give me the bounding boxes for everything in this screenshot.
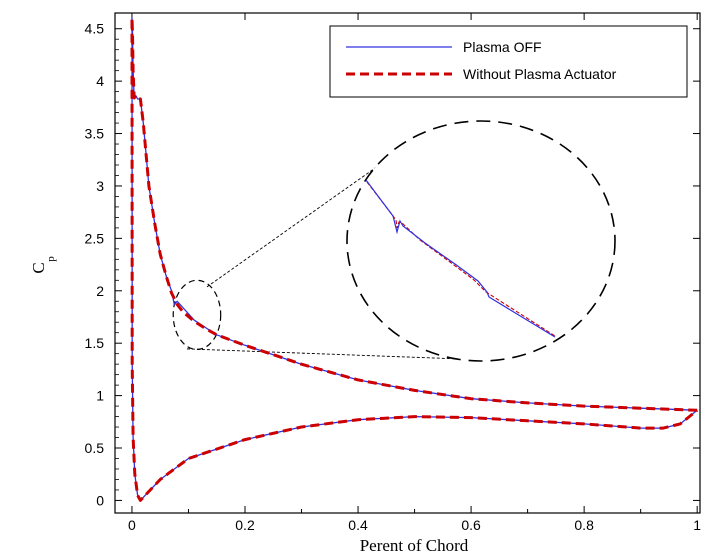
y-tick-label: 3.5 — [85, 126, 105, 142]
legend-label-0: Plasma OFF — [463, 39, 542, 55]
zoom-inset-line-solid — [365, 179, 556, 338]
zoom-connector-top — [206, 160, 386, 288]
y-tick-label: 1 — [96, 388, 104, 404]
y-axis-title-main: C — [29, 262, 48, 273]
x-tick-label: 0.4 — [348, 517, 368, 533]
zoom-connector-bottom — [186, 348, 462, 360]
zoom-inset-circle — [346, 120, 616, 362]
y-tick-label: 3 — [96, 178, 104, 194]
plot-border — [114, 12, 701, 514]
y-axis-title: C p — [29, 256, 57, 274]
series-line-1 — [130, 16, 699, 502]
plot-frame — [114, 12, 701, 514]
zoom-inset-line-dashed — [366, 181, 556, 337]
x-axis-title: Perent of Chord — [360, 536, 469, 555]
legend-label-1: Without Plasma Actuator — [463, 66, 617, 82]
y-tick-label: 0 — [96, 492, 104, 508]
y-tick-label: 2 — [96, 283, 104, 299]
y-tick-label: 4.5 — [85, 21, 105, 37]
series-lines — [130, 16, 699, 502]
x-tick-label: 0.8 — [574, 517, 594, 533]
x-tick-label: 0.6 — [461, 517, 481, 533]
x-tick-label: 0.2 — [235, 517, 255, 533]
legend: Plasma OFF Without Plasma Actuator — [329, 25, 688, 98]
y-tick-label: 2.5 — [85, 230, 105, 246]
y-tick-label: 0.5 — [85, 440, 105, 456]
x-tick-label: 1 — [693, 517, 701, 533]
y-tick-label: 4 — [96, 73, 104, 89]
y-axis-title-sub: p — [45, 256, 57, 262]
x-tick-label: 0 — [128, 517, 136, 533]
zoom-source-circle — [172, 279, 222, 351]
legend-box — [329, 25, 688, 98]
axes: 0 0.2 0.4 0.6 0.8 1 0 0.5 1 1.5 2 2.5 3 3.5 4 4.5 — [85, 13, 701, 533]
y-tick-label: 1.5 — [85, 335, 105, 351]
zoom-inset — [172, 120, 616, 362]
